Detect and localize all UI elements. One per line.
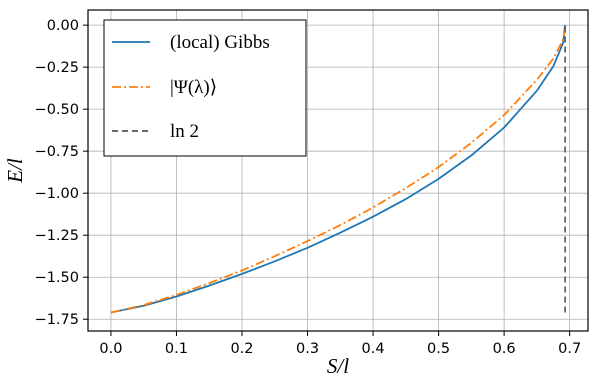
y-tick-label: −0.50 (35, 102, 79, 118)
plot-frame (87, 9, 589, 332)
legend-label-ln2: ln 2 (170, 121, 199, 142)
x-tick-label: 0.0 (99, 341, 122, 357)
x-tick-label: 0.6 (493, 341, 516, 357)
y-tick-label: −0.25 (35, 60, 79, 76)
legend: (local) Gibbs |Ψ(λ)⟩ ln 2 (103, 19, 307, 157)
y-tick-label: 0.00 (47, 18, 79, 34)
y-tick-label: −1.50 (35, 270, 79, 286)
y-tick-label: −1.00 (35, 186, 79, 202)
y-tick-label: −1.25 (35, 228, 79, 244)
x-tick-label: 0.3 (296, 341, 319, 357)
series-group (110, 24, 566, 314)
legend-label-psi: |Ψ(λ)⟩ (170, 77, 217, 98)
y-axis-label: E/l (3, 158, 27, 184)
x-tick-label: 0.1 (165, 341, 188, 357)
series-line-psi (110, 28, 566, 314)
ticks-group: 0.0 0.1 0.2 0.3 0.4 0.5 0.6 0.7 0.00 −0.25 −0.50 −0… (35, 18, 582, 357)
x-tick-label: 0.4 (362, 341, 385, 357)
y-tick-label: −1.75 (35, 312, 79, 328)
series-line-gibbs (110, 24, 566, 314)
x-axis-label: S/l (327, 354, 349, 377)
legend-label-gibbs: (local) Gibbs (170, 32, 270, 53)
y-tick-label: −0.75 (35, 144, 79, 160)
x-tick-label: 0.5 (427, 341, 450, 357)
x-tick-label: 0.2 (230, 341, 253, 357)
x-tick-label: 0.7 (558, 341, 581, 357)
